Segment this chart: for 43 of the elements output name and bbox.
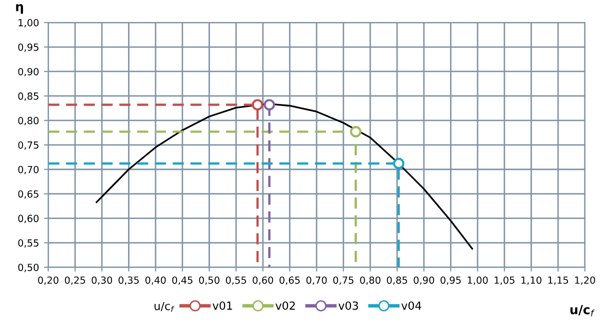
y-tick-label: 0,65: [18, 190, 38, 199]
legend-label: v01: [212, 301, 232, 310]
legend-title: u/c$_{f}$: [154, 302, 174, 312]
x-tick-label: 0,90: [414, 276, 434, 285]
x-tick-label: 0,25: [64, 276, 86, 285]
x-tick-label: 1,00: [468, 276, 488, 285]
x-tick-label: 0,50: [199, 276, 220, 285]
x-tick-label: 0,75: [333, 276, 354, 285]
point: [264, 99, 276, 110]
x-tick-label: 0,70: [306, 276, 327, 285]
x-tick-label: 0,30: [92, 276, 112, 285]
point: [252, 99, 264, 110]
x-tick-label: 0,40: [145, 276, 166, 285]
x-tick-label: 1,15: [548, 276, 568, 285]
point: [350, 126, 362, 138]
x-tick-label: 0,55: [226, 276, 246, 285]
legend-label: v03: [338, 301, 358, 310]
x-tick-label: 0,35: [118, 276, 139, 285]
x-tick-label: 1,05: [494, 276, 514, 285]
legend-label: v04: [401, 301, 422, 310]
y-tick-label: 0,60: [18, 214, 39, 224]
y-tick-label: 0,50: [18, 264, 39, 272]
x-tick-label: 0,80: [360, 276, 380, 285]
legend-label: v02: [276, 301, 295, 310]
x-tick-label: 0,65: [280, 276, 300, 285]
y-tick-label: 0,90: [18, 68, 39, 76]
y-tick-label: 0,70: [18, 166, 39, 174]
x-axis-title: u/c$_{f}$: [570, 305, 595, 316]
point: [392, 158, 404, 170]
x-tick-label: 0,45: [172, 276, 192, 285]
y-tick-label: 1,00: [18, 19, 39, 28]
y-tick-label: 0,95: [18, 43, 38, 52]
x-tick-label: 0,20: [38, 276, 58, 285]
x-tick-label: 1,10: [521, 276, 542, 285]
x-tick-label: 1,20: [575, 276, 596, 285]
y-tick-label: 0,85: [18, 92, 38, 101]
y-tick-label: 0,75: [18, 141, 38, 150]
x-tick-label: 0,60: [252, 276, 274, 285]
x-tick-label: 0,95: [440, 276, 461, 285]
y-axis-title: η: [16, 4, 23, 14]
y-tick-label: 0,55: [18, 239, 38, 248]
x-tick-label: 0,85: [386, 276, 408, 285]
y-tick-label: 0,80: [18, 116, 39, 126]
